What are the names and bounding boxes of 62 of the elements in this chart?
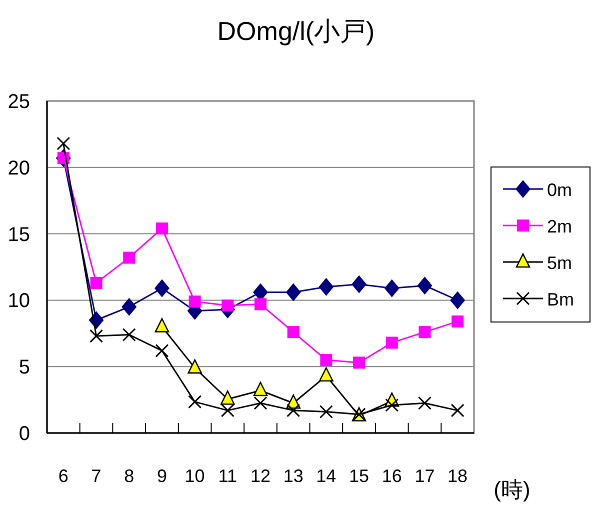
point [417, 276, 432, 295]
point [220, 404, 234, 418]
point [286, 404, 300, 418]
xtick: 8 [124, 466, 134, 486]
point [122, 298, 137, 316]
point [253, 382, 268, 396]
point [386, 336, 398, 349]
point [450, 404, 464, 418]
point [418, 326, 431, 338]
ytick: 0 [18, 423, 30, 445]
xtick: 14 [316, 466, 336, 486]
point [318, 278, 334, 296]
point [220, 390, 235, 405]
xtick: 17 [414, 466, 435, 486]
point [56, 136, 70, 150]
legend-label: Bm [547, 290, 574, 310]
xtick: 15 [349, 466, 370, 486]
point [450, 291, 466, 310]
xtick: 13 [283, 466, 304, 486]
point [154, 318, 170, 332]
title: DOmg/l(小戸) [217, 16, 375, 46]
point [90, 276, 102, 289]
point [123, 252, 136, 264]
ytick: 15 [8, 224, 30, 246]
xtick: 11 [218, 466, 237, 486]
point [287, 326, 300, 338]
point [254, 396, 268, 410]
point [452, 315, 464, 328]
legend-label: 2m [547, 216, 572, 236]
point [319, 367, 334, 382]
xtick: 10 [184, 466, 205, 486]
xtick: 18 [448, 466, 468, 486]
point [188, 359, 202, 374]
point [154, 279, 170, 298]
point [384, 279, 400, 298]
ytick: 5 [18, 356, 30, 379]
ytick: 20 [8, 157, 30, 180]
point [222, 300, 234, 312]
point [122, 328, 136, 342]
point [286, 283, 301, 302]
ytick: 25 [8, 91, 30, 113]
point [320, 354, 332, 366]
xtick: 16 [382, 466, 402, 486]
xtick: 12 [250, 466, 271, 486]
point [188, 395, 202, 409]
point [319, 405, 333, 418]
xlabel: (時) [494, 477, 530, 502]
xtick: 6 [58, 466, 68, 486]
xtick: 9 [156, 466, 167, 486]
point [385, 398, 399, 412]
point [353, 356, 366, 369]
point [352, 275, 367, 294]
point [418, 396, 432, 410]
legend-label: 0m [547, 180, 572, 200]
point [90, 329, 104, 343]
point [188, 296, 201, 308]
point [156, 222, 168, 234]
point [254, 298, 266, 310]
xtick: 7 [91, 466, 102, 486]
point [155, 344, 169, 358]
ytick: 10 [8, 290, 30, 312]
legend-label: 5m [547, 253, 572, 273]
